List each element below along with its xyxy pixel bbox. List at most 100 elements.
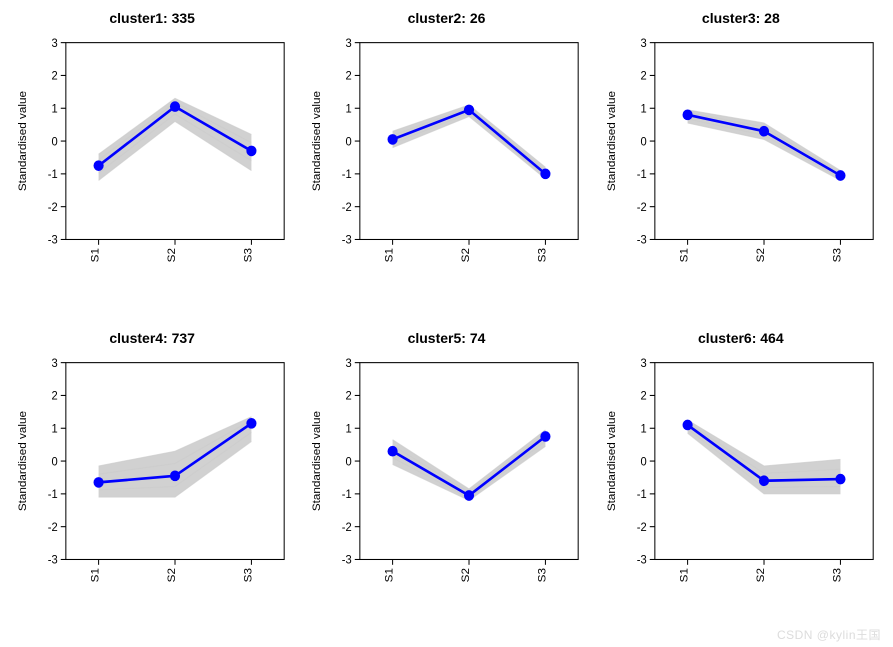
chart-panel-1: cluster1: 335-3-2-10123S1S2S3Standardise…	[10, 10, 294, 300]
x-tick-label: S1	[90, 568, 102, 582]
y-tick-label: 3	[346, 358, 352, 370]
chart-grid: cluster1: 335 -3 -2 -1 0 1 2 3 S1 S2 S3 Standardise…	[0, 0, 893, 630]
x-tick-label: S3	[243, 248, 255, 262]
mean-marker	[388, 446, 398, 457]
mean-marker	[759, 475, 769, 486]
y-tick-label: 0	[52, 456, 58, 468]
line-chart: -3-2-10123S1S2S3Standardised value	[599, 32, 883, 298]
y-axis-label: Standardised value	[312, 91, 324, 191]
y-tick-label: 0	[346, 136, 352, 148]
spread-band	[99, 417, 252, 497]
mean-marker	[835, 474, 845, 485]
y-tick-label: -2	[342, 202, 352, 214]
mean-marker	[170, 101, 180, 112]
mean-marker	[246, 146, 256, 157]
trace-line	[393, 113, 546, 176]
plot-area: -3-2-10123S1S2S3Standardised value	[599, 32, 883, 298]
mean-marker	[759, 126, 769, 137]
y-tick-label: -1	[48, 489, 58, 501]
y-tick-label: -2	[48, 522, 58, 534]
panel-title: cluster3: 28	[599, 10, 883, 26]
y-tick-label: 0	[640, 136, 646, 148]
line-chart: -3-2-10123S1S2S3Standardised value	[304, 352, 588, 618]
x-tick-label: S3	[831, 568, 843, 582]
plot-box	[655, 43, 873, 240]
panel-title: cluster5: 74	[304, 330, 588, 346]
y-tick-label: 1	[640, 103, 646, 115]
y-tick-label: -2	[48, 202, 58, 214]
panel-title: cluster2: 26	[304, 10, 588, 26]
y-tick-label: 3	[346, 38, 352, 50]
mean-marker	[246, 418, 256, 429]
x-tick-label: S2	[461, 568, 473, 582]
y-tick-label: -1	[636, 489, 646, 501]
watermark-text: CSDN @kylin王国	[777, 626, 881, 643]
y-tick-label: 3	[52, 38, 58, 50]
y-tick-label: -1	[342, 169, 352, 181]
y-axis-label: Standardised value	[312, 411, 324, 511]
x-tick-label: S2	[166, 248, 178, 262]
y-axis-label: Standardised value	[606, 411, 618, 511]
y-tick-label: -1	[636, 169, 646, 181]
panel-title: cluster1: 335	[10, 10, 294, 26]
y-tick-label: -2	[636, 202, 646, 214]
mean-marker	[388, 134, 398, 145]
mean-line	[393, 436, 546, 495]
y-axis-label: Standardised value	[606, 91, 618, 191]
y-tick-label: 2	[52, 390, 58, 402]
y-tick-label: 1	[346, 103, 352, 115]
y-tick-label: 1	[346, 423, 352, 435]
y-tick-label: 2	[640, 390, 646, 402]
x-tick-label: S1	[384, 248, 396, 262]
y-tick-label: 3	[52, 358, 58, 370]
panel-title: cluster4: 737	[10, 330, 294, 346]
y-tick-label: 1	[640, 423, 646, 435]
y-tick-label: 2	[52, 70, 58, 82]
y-tick-label: -3	[48, 555, 58, 567]
y-tick-label: -3	[342, 555, 352, 567]
y-tick-label: 3	[640, 38, 646, 50]
line-chart: -3-2-10123S1S2S3Standardised value	[10, 352, 294, 618]
y-tick-label: 2	[346, 70, 352, 82]
x-tick-label: S1	[678, 568, 690, 582]
mean-marker	[682, 109, 692, 120]
chart-panel-3: cluster3: 28-3-2-10123S1S2S3Standardised…	[599, 10, 883, 300]
x-tick-label: S1	[384, 568, 396, 582]
x-tick-label: S2	[461, 248, 473, 262]
chart-panel-4: cluster4: 737-3-2-10123S1S2S3Standardise…	[10, 330, 294, 620]
x-tick-label: S1	[90, 248, 102, 262]
y-tick-label: -3	[48, 235, 58, 247]
y-tick-label: -2	[342, 522, 352, 534]
x-tick-label: S3	[537, 568, 549, 582]
y-tick-label: 3	[640, 358, 646, 370]
x-tick-label: S3	[537, 248, 549, 262]
y-tick-label: -2	[636, 522, 646, 534]
line-chart: -3-2-10123S1S2S3Standardised value	[10, 32, 294, 298]
y-tick-label: -1	[342, 489, 352, 501]
mean-marker	[541, 431, 551, 442]
plot-box	[360, 363, 578, 560]
y-tick-label: 0	[52, 136, 58, 148]
mean-marker	[682, 420, 692, 431]
mean-marker	[170, 471, 180, 482]
y-tick-label: -3	[342, 235, 352, 247]
x-tick-label: S2	[755, 568, 767, 582]
y-tick-label: 1	[52, 103, 58, 115]
plot-area: -3-2-10123S1S2S3Standardised value	[10, 352, 294, 618]
line-chart: -3-2-10123S1S2S3Standardised value	[599, 352, 883, 618]
mean-line	[393, 110, 546, 174]
y-tick-label: 0	[346, 456, 352, 468]
y-tick-label: -3	[636, 235, 646, 247]
x-tick-label: S2	[755, 248, 767, 262]
x-tick-label: S1	[678, 248, 690, 262]
panel-title: cluster6: 464	[599, 330, 883, 346]
mean-marker	[541, 169, 551, 180]
mean-marker	[464, 105, 474, 116]
chart-panel-5: cluster5: 74-3-2-10123S1S2S3Standardised…	[304, 330, 588, 620]
y-tick-label: -3	[636, 555, 646, 567]
mean-marker	[464, 490, 474, 501]
x-tick-label: S2	[166, 568, 178, 582]
y-tick-label: 2	[640, 70, 646, 82]
chart-panel-2: cluster2: 26 -3 -2 -1 0 1 2 3 S1 S2 S3 Standardised…	[304, 10, 588, 300]
mean-marker	[835, 170, 845, 181]
